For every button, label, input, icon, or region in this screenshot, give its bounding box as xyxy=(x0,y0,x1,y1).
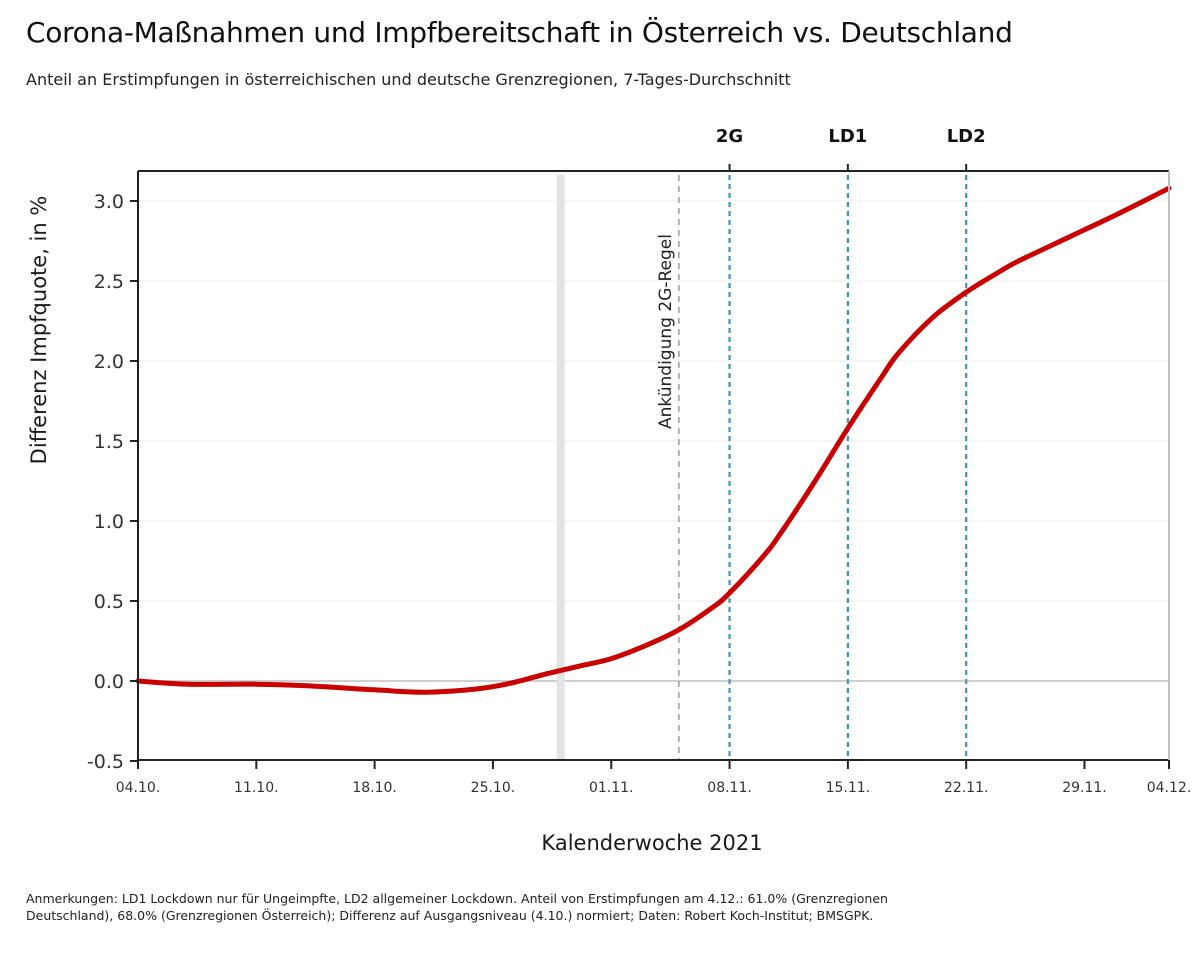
markers: Ankündigung 2G-Regel xyxy=(556,175,968,760)
y-tick-label: 1.0 xyxy=(94,511,124,533)
x-tick-label: 25.10. xyxy=(471,780,516,796)
y-tick-label: -0.5 xyxy=(87,751,124,773)
x-tick-label: 11.10. xyxy=(234,780,279,796)
x-tick-label: 04.10. xyxy=(116,780,161,796)
x-tick-label: 29.11. xyxy=(1062,780,1107,796)
x-tick-label: 22.11. xyxy=(944,780,989,796)
x-tick-label: 01.11. xyxy=(589,780,634,796)
y-tick-label: 0.5 xyxy=(94,591,124,613)
announcement-label: Ankündigung 2G-Regel xyxy=(656,234,676,429)
y-axis-label: Differenz Impfquote, in % xyxy=(27,196,51,465)
event-label-ld1: LD1 xyxy=(828,126,867,147)
chart-title: Corona-Maßnahmen und Impfbereitschaft in… xyxy=(26,16,1013,49)
chart-subtitle: Anteil an Erstimpfungen in österreichisc… xyxy=(26,70,791,89)
series-line-0 xyxy=(135,185,1172,695)
footnote-line-2: Deutschland), 68.0% (Grenzregionen Öster… xyxy=(26,908,874,923)
event-label-2g: 2G xyxy=(716,126,743,147)
y-tick-label: 1.5 xyxy=(94,431,124,453)
y-tick-label: 0.0 xyxy=(94,671,124,693)
y-tick-label: 2.5 xyxy=(94,271,124,293)
x-tick-label: 18.10. xyxy=(352,780,397,796)
y-tick-label: 3.0 xyxy=(94,191,124,213)
x-tick-label: 08.11. xyxy=(707,780,752,796)
grid-lines xyxy=(138,200,1169,682)
x-tick-label: 04.12. xyxy=(1147,780,1192,796)
x-axis-label: Kalenderwoche 2021 xyxy=(541,831,762,855)
y-tick-label: 2.0 xyxy=(94,351,124,373)
series xyxy=(135,185,1172,695)
footnote: Anmerkungen: LD1 Lockdown nur für Ungeim… xyxy=(26,890,1176,924)
axes: 2G LD1 LD2 -0.5 0.0 0.5 1.0 1.5 2.0 2.5 3.0 04.10. 1… xyxy=(87,126,1191,796)
x-tick-label: 15.11. xyxy=(826,780,871,796)
event-label-ld2: LD2 xyxy=(947,126,986,147)
shaded-band xyxy=(556,175,565,760)
footnote-line-1: Anmerkungen: LD1 Lockdown nur für Ungeim… xyxy=(26,891,888,906)
line-chart: Ankündigung 2G-Regel 2G LD1 LD2 -0.5 0.0 0.5 1… xyxy=(27,126,1191,855)
